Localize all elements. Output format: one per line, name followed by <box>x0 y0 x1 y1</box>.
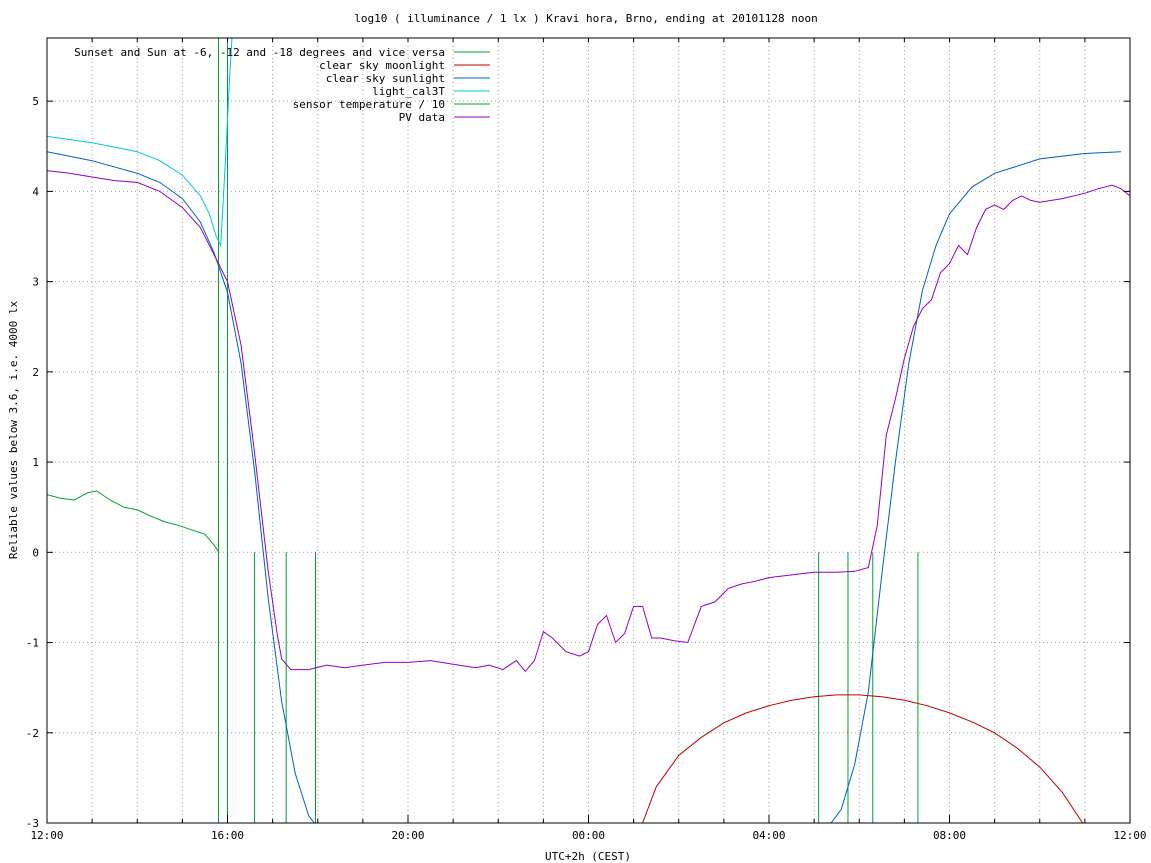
x-tick-label: 20:00 <box>391 829 424 842</box>
y-tick-label: 4 <box>32 185 39 198</box>
y-tick-label: 2 <box>32 366 39 379</box>
legend-label: PV data <box>399 111 445 124</box>
y-tick-label: 5 <box>32 95 39 108</box>
y-tick-label: 3 <box>32 276 39 289</box>
legend-label: light_cal3T <box>372 85 445 98</box>
y-ticks: -3 -2 -1 0 1 2 3 4 5 <box>26 95 1130 830</box>
legend-label: clear sky moonlight <box>319 59 445 72</box>
y-tick-label: -2 <box>26 727 39 740</box>
series-clear-sky-sunlight <box>47 151 1122 823</box>
x-tick-label: 12:00 <box>30 829 63 842</box>
legend-label: clear sky sunlight <box>326 72 445 85</box>
chart-title: log10 ( illuminance / 1 lx ) Kravi hora,… <box>354 12 818 25</box>
x-axis-label: UTC+2h (CEST) <box>545 850 631 863</box>
series-light-cal3t <box>47 38 233 248</box>
x-tick-label: 04:00 <box>752 829 785 842</box>
x-ticks: 12:00 16:00 20:00 00:00 04:00 08:00 12:00 <box>30 38 1147 842</box>
y-tick-label: -1 <box>26 637 39 650</box>
plot-area <box>47 38 1130 823</box>
series-sunset-and-sun-at-6-12-and-18-degrees-and-vice-versa <box>217 38 919 823</box>
x-tick-label: 12:00 <box>1113 829 1146 842</box>
x-tick-label: 16:00 <box>211 829 244 842</box>
y-axis-label: Reliable values below 3.6, i.e. 4000 lx <box>7 300 20 559</box>
y-tick-label: 0 <box>32 546 39 559</box>
y-tick-label: 1 <box>32 456 39 469</box>
series-pv-data <box>47 170 1130 673</box>
x-tick-label: 08:00 <box>933 829 966 842</box>
legend-label: sensor temperature / 10 <box>293 98 445 111</box>
x-tick-label: 00:00 <box>572 829 605 842</box>
y-tick-label: -3 <box>26 817 39 830</box>
series-sensor-temperature-10 <box>47 490 219 552</box>
legend-label: Sunset and Sun at -6, -12 and -18 degree… <box>74 46 445 59</box>
series-clear-sky-moonlight <box>642 694 1084 823</box>
legend: Sunset and Sun at -6, -12 and -18 degree… <box>74 46 490 124</box>
grid <box>47 38 1130 823</box>
